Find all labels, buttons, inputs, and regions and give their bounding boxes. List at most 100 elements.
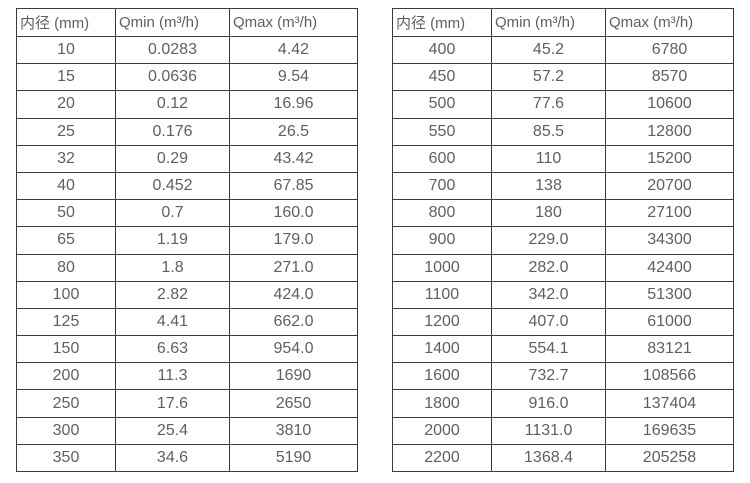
cell-inner-diameter: 10 xyxy=(16,35,116,65)
cell-inner-diameter: 40 xyxy=(16,171,116,201)
cell-qmax: 20700 xyxy=(605,171,734,201)
table-row: 1200 407.0 61000 xyxy=(392,307,734,337)
cell-qmax: 51300 xyxy=(605,280,734,309)
table-row: 40 0.452 67.85 xyxy=(16,171,358,201)
cell-inner-diameter: 550 xyxy=(392,117,492,146)
cell-qmax: 108566 xyxy=(605,362,734,391)
cell-qmax: 61000 xyxy=(605,307,734,337)
header-qmax: Qmax (m³/h) xyxy=(229,8,358,37)
cell-qmin: 0.0636 xyxy=(115,63,230,92)
cell-inner-diameter: 20 xyxy=(16,90,116,119)
table-row: 2000 1131.0 169635 xyxy=(392,416,734,445)
table-row: 1100 342.0 51300 xyxy=(392,280,734,309)
table-row: 1800 916.0 137404 xyxy=(392,389,734,418)
cell-qmax: 12800 xyxy=(605,117,734,146)
cell-qmin: 282.0 xyxy=(491,253,606,282)
cell-qmax: 27100 xyxy=(605,199,734,228)
cell-qmax: 26.5 xyxy=(229,117,358,146)
table-row: 1600 732.7 108566 xyxy=(392,362,734,391)
table-row: 800 180 27100 xyxy=(392,199,734,228)
cell-inner-diameter: 600 xyxy=(392,144,492,173)
cell-qmin: 34.6 xyxy=(115,443,230,473)
cell-qmin: 4.41 xyxy=(115,307,230,337)
cell-qmax: 43.42 xyxy=(229,144,358,173)
cell-qmin: 77.6 xyxy=(491,90,606,119)
cell-qmin: 57.2 xyxy=(491,63,606,92)
table-row: 900 229.0 34300 xyxy=(392,226,734,255)
cell-qmax: 10600 xyxy=(605,90,734,119)
cell-qmin: 1131.0 xyxy=(491,416,606,445)
cell-inner-diameter: 300 xyxy=(16,416,116,445)
cell-inner-diameter: 50 xyxy=(16,199,116,228)
cell-qmax: 137404 xyxy=(605,389,734,418)
cell-qmax: 205258 xyxy=(605,443,734,473)
table-row: 80 1.8 271.0 xyxy=(16,253,358,282)
header-qmin: Qmin (m³/h) xyxy=(491,8,606,37)
cell-qmin: 180 xyxy=(491,199,606,228)
cell-qmin: 407.0 xyxy=(491,307,606,337)
table-row: 550 85.5 12800 xyxy=(392,117,734,146)
cell-inner-diameter: 15 xyxy=(16,63,116,92)
cell-inner-diameter: 350 xyxy=(16,443,116,473)
table-header-row: 内径 (mm) Qmin (m³/h) Qmax (m³/h) xyxy=(16,8,358,37)
cell-qmin: 342.0 xyxy=(491,280,606,309)
cell-qmax: 6780 xyxy=(605,35,734,65)
cell-inner-diameter: 80 xyxy=(16,253,116,282)
cell-qmin: 11.3 xyxy=(115,362,230,391)
cell-inner-diameter: 200 xyxy=(16,362,116,391)
flow-table-large-diameters: 内径 (mm) Qmin (m³/h) Qmax (m³/h) 400 45.2 6… xyxy=(392,8,734,473)
cell-inner-diameter: 65 xyxy=(16,226,116,255)
cell-qmax: 424.0 xyxy=(229,280,358,309)
cell-inner-diameter: 1400 xyxy=(392,335,492,364)
cell-qmin: 916.0 xyxy=(491,389,606,418)
table-row: 15 0.0636 9.54 xyxy=(16,63,358,92)
cell-qmax: 67.85 xyxy=(229,171,358,201)
table-row: 400 45.2 6780 xyxy=(392,35,734,65)
table-row: 150 6.63 954.0 xyxy=(16,335,358,364)
table-row: 600 110 15200 xyxy=(392,144,734,173)
cell-qmin: 25.4 xyxy=(115,416,230,445)
cell-inner-diameter: 900 xyxy=(392,226,492,255)
header-inner-diameter: 内径 (mm) xyxy=(392,8,492,37)
header-inner-diameter: 内径 (mm) xyxy=(16,8,116,37)
cell-inner-diameter: 2000 xyxy=(392,416,492,445)
cell-qmax: 42400 xyxy=(605,253,734,282)
cell-qmin: 85.5 xyxy=(491,117,606,146)
cell-qmin: 0.7 xyxy=(115,199,230,228)
cell-qmax: 271.0 xyxy=(229,253,358,282)
table-row: 450 57.2 8570 xyxy=(392,63,734,92)
table-row: 10 0.0283 4.42 xyxy=(16,35,358,65)
table-row: 50 0.7 160.0 xyxy=(16,199,358,228)
cell-qmax: 16.96 xyxy=(229,90,358,119)
table-row: 1000 282.0 42400 xyxy=(392,253,734,282)
cell-qmin: 2.82 xyxy=(115,280,230,309)
table-row: 2200 1368.4 205258 xyxy=(392,443,734,473)
cell-inner-diameter: 700 xyxy=(392,171,492,201)
cell-inner-diameter: 500 xyxy=(392,90,492,119)
cell-inner-diameter: 1800 xyxy=(392,389,492,418)
cell-qmax: 662.0 xyxy=(229,307,358,337)
table-row: 250 17.6 2650 xyxy=(16,389,358,418)
cell-qmax: 3810 xyxy=(229,416,358,445)
cell-qmax: 83121 xyxy=(605,335,734,364)
cell-qmin: 0.29 xyxy=(115,144,230,173)
table-row: 32 0.29 43.42 xyxy=(16,144,358,173)
flow-table-small-diameters: 内径 (mm) Qmin (m³/h) Qmax (m³/h) 10 0.0283… xyxy=(16,8,358,473)
cell-qmin: 0.0283 xyxy=(115,35,230,65)
cell-inner-diameter: 100 xyxy=(16,280,116,309)
cell-qmin: 0.176 xyxy=(115,117,230,146)
table-row: 350 34.6 5190 xyxy=(16,443,358,473)
cell-qmax: 1690 xyxy=(229,362,358,391)
cell-qmax: 9.54 xyxy=(229,63,358,92)
cell-inner-diameter: 32 xyxy=(16,144,116,173)
table-row: 100 2.82 424.0 xyxy=(16,280,358,309)
table-row: 125 4.41 662.0 xyxy=(16,307,358,337)
cell-qmax: 34300 xyxy=(605,226,734,255)
cell-inner-diameter: 450 xyxy=(392,63,492,92)
cell-inner-diameter: 400 xyxy=(392,35,492,65)
cell-qmax: 169635 xyxy=(605,416,734,445)
cell-qmax: 954.0 xyxy=(229,335,358,364)
cell-inner-diameter: 150 xyxy=(16,335,116,364)
table-row: 1400 554.1 83121 xyxy=(392,335,734,364)
cell-inner-diameter: 250 xyxy=(16,389,116,418)
